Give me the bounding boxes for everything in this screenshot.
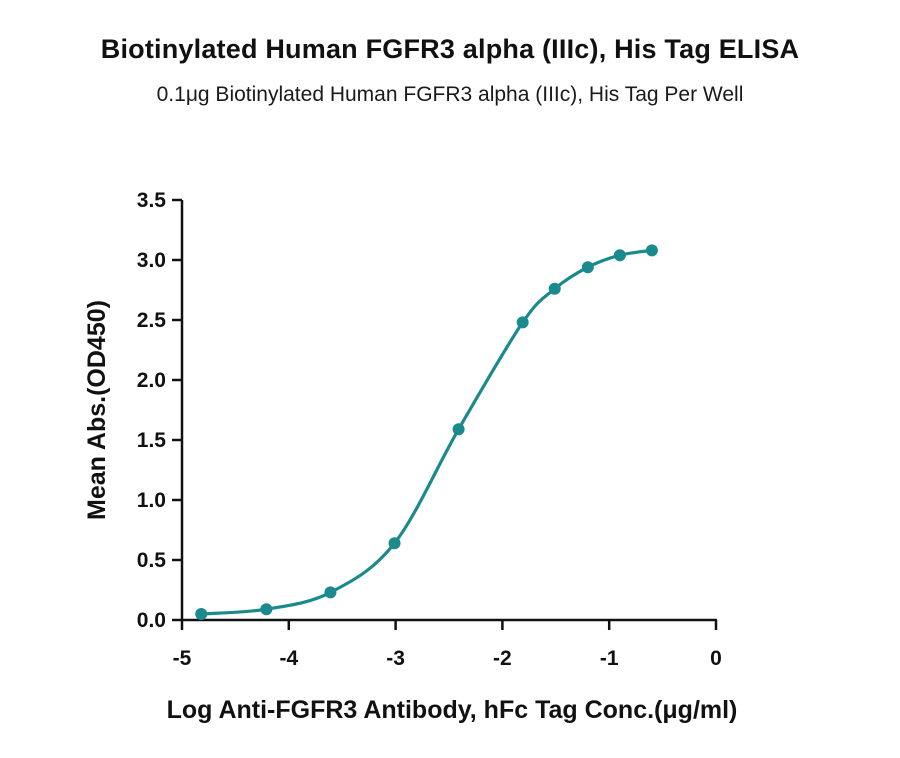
y-tick-label: 1.5: [137, 429, 167, 452]
chart-title: Biotinylated Human FGFR3 alpha (IIIc), H…: [100, 34, 800, 64]
data-point: [452, 423, 465, 436]
x-tick-label: -5: [173, 647, 192, 670]
x-tick-label: -4: [279, 647, 298, 670]
data-point: [581, 261, 594, 274]
x-axis-label: Log Anti-FGFR3 Antibody, hFc Tag Conc.(μ…: [167, 696, 738, 724]
y-tick-label: 3.5: [137, 189, 167, 212]
x-axis-ticks: -5 -4 -3 -2 -1 0: [173, 620, 722, 670]
data-point: [195, 608, 208, 620]
fit-curve: [201, 248, 653, 616]
y-tick-label: 0.5: [137, 549, 167, 572]
y-tick-label: 1.0: [137, 489, 166, 512]
x-tick-label: 0: [710, 647, 722, 670]
data-points: [195, 244, 658, 620]
data-point: [388, 537, 401, 550]
y-tick-label: 3.0: [137, 249, 166, 272]
x-tick-label: -2: [493, 647, 512, 670]
data-point: [260, 603, 273, 616]
y-tick-label: 0.0: [137, 609, 166, 632]
chart-subtitle: 0.1μg Biotinylated Human FGFR3 alpha (II…: [156, 83, 744, 106]
y-tick-label: 2.5: [137, 309, 167, 332]
x-tick-label: -3: [386, 647, 405, 670]
data-point: [516, 316, 529, 329]
data-point: [645, 244, 658, 257]
data-point: [548, 282, 561, 295]
axes: [180, 200, 717, 622]
data-point: [324, 586, 337, 599]
y-axis-ticks: 0.0 0.5 1.0 1.5 2.0 2.5 3.0 3.5: [137, 189, 182, 632]
y-axis-label: Mean Abs.(OD450): [83, 300, 111, 520]
y-tick-label: 2.0: [137, 369, 166, 392]
data-point: [613, 249, 626, 262]
x-tick-label: -1: [600, 647, 619, 670]
